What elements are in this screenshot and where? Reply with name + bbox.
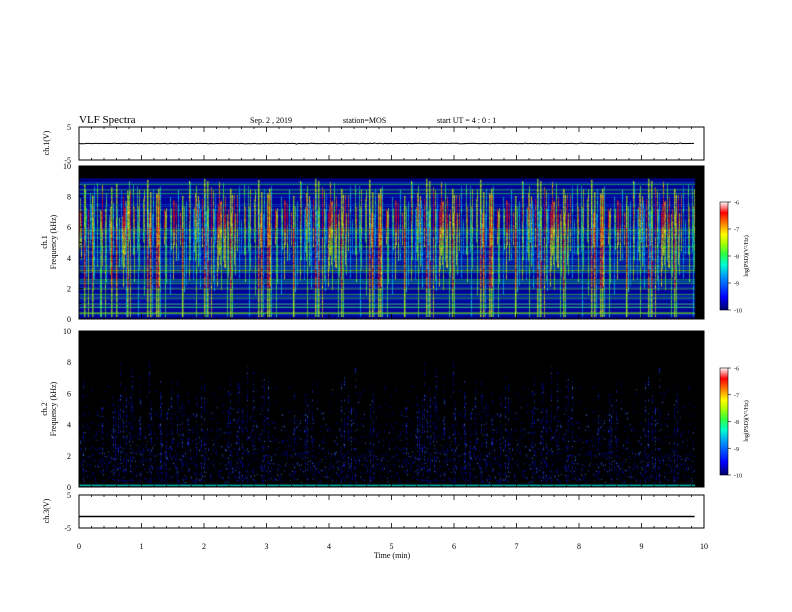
x-tick-label: 3	[265, 542, 269, 551]
ch1-spectrogram-image	[79, 166, 704, 319]
station-label: station=MOS	[343, 116, 386, 125]
ch1-spectrogram-ylabel: Frequency (kHz)	[49, 214, 58, 269]
y-tick-label: 5	[67, 491, 71, 500]
x-tick-label: 1	[140, 542, 144, 551]
y-tick-label: 8	[67, 358, 71, 367]
y-tick-label: 10	[63, 162, 71, 171]
y-tick-label: 4	[67, 254, 71, 263]
ch2-spectrogram-area	[79, 331, 704, 487]
figure-title: VLF Spectra	[79, 114, 136, 126]
ch1-colorbar-label: log(PSD)(V²/Hz)	[743, 235, 750, 276]
y-tick-label: 10	[63, 327, 71, 336]
ch1-voltage-ylabel: ch.1(V)	[42, 130, 51, 155]
colorbar-tick-label: -9	[734, 447, 739, 453]
y-tick-label: 4	[67, 421, 71, 430]
x-tick-label: 8	[577, 542, 581, 551]
y-tick-label: 8	[67, 193, 71, 202]
ch2-spectrogram-image	[79, 331, 704, 487]
ch3-voltage-ylabel: ch.3(V)	[42, 498, 51, 523]
y-tick-label: 0	[67, 315, 71, 324]
ch1-voltage-trace	[78, 142, 695, 145]
x-tick-label: 10	[700, 542, 708, 551]
ch2-spectrogram-ylabel: Frequency (kHz)	[49, 381, 58, 436]
colorbar-ticks: -6 -7 -8 -9 -10 -6 -7 -8 -9 -10	[728, 201, 742, 480]
colorbar-tick-label: -9	[734, 282, 739, 288]
y-tick-label: -5	[64, 156, 71, 165]
y-tick-label: 5	[67, 123, 71, 132]
x-tick-label: 2	[202, 542, 206, 551]
colorbar-tick-label: -7	[734, 393, 739, 399]
x-tick-label: 4	[327, 542, 331, 551]
y-tick-label: 6	[67, 389, 71, 398]
x-tick-label: 7	[515, 542, 519, 551]
colorbar-tick-label: -8	[734, 420, 739, 426]
ch2-colorbar	[719, 367, 729, 476]
x-tick-label: 9	[640, 542, 644, 551]
colorbar-tick-label: -10	[734, 309, 742, 315]
axis-ticks	[78, 126, 705, 529]
y-tick-label: 6	[67, 223, 71, 232]
y-tick-label: 0	[67, 483, 71, 492]
x-tick-label: 5	[390, 542, 394, 551]
ch1-spectrogram-area	[79, 166, 704, 319]
y-tick-label: 2	[67, 284, 71, 293]
x-tick-label: 0	[77, 542, 81, 551]
ch1-colorbar	[719, 201, 729, 311]
x-tick-label: 6	[452, 542, 456, 551]
colorbar-tick-label: -10	[734, 474, 742, 480]
date-label: Sep. 2 , 2019	[250, 116, 292, 125]
y-tick-label: -5	[64, 524, 71, 533]
x-axis-label: Time (min)	[374, 551, 411, 560]
start-time-label: start UT = 4 : 0 : 1	[437, 116, 496, 125]
ch2-spectrogram-channel-label: ch.2	[40, 402, 49, 416]
ch1-spectrogram-channel-label: ch.1	[40, 235, 49, 249]
ch2-colorbar-label: log(PSD)(V²/Hz)	[743, 400, 750, 441]
y-tick-label: 2	[67, 452, 71, 461]
colorbar-tick-label: -8	[734, 255, 739, 261]
colorbar-tick-label: -7	[734, 228, 739, 234]
colorbar-tick-label: -6	[734, 201, 739, 207]
colorbar-tick-label: -6	[734, 367, 739, 373]
